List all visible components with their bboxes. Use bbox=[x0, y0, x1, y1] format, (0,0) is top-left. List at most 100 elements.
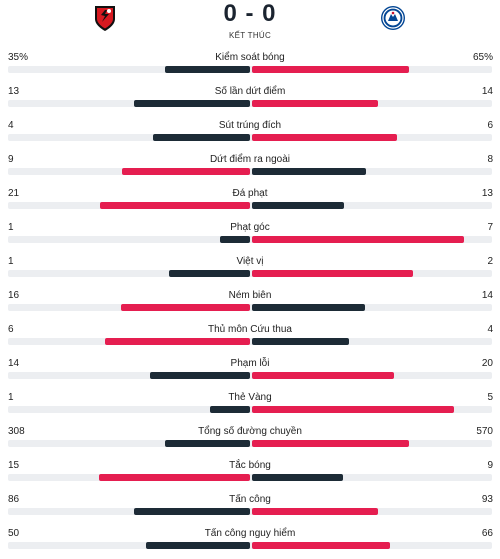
stat-home-value: 9 bbox=[8, 154, 14, 165]
stat-home-bar bbox=[134, 100, 250, 107]
stat-label: Việt vị bbox=[236, 256, 264, 267]
stat-bar-track bbox=[8, 202, 492, 209]
stat-label: Phạm lỗi bbox=[230, 358, 270, 369]
stat-bar-track bbox=[8, 66, 492, 73]
stat-row: 1 Việt vị 2 bbox=[0, 253, 500, 287]
stat-home-bar bbox=[134, 508, 250, 515]
stat-away-bar bbox=[252, 202, 344, 209]
stat-home-value: 50 bbox=[8, 528, 20, 539]
stat-away-value: 13 bbox=[481, 188, 493, 199]
stat-home-bar bbox=[165, 440, 250, 447]
stat-home-bar bbox=[100, 202, 250, 209]
stat-label: Dứt điểm ra ngoài bbox=[209, 154, 291, 165]
stat-home-value: 4 bbox=[8, 120, 14, 131]
stat-bar-track bbox=[8, 270, 492, 277]
stat-bar-track bbox=[8, 406, 492, 413]
stat-home-value: 14 bbox=[8, 358, 20, 369]
match-header: 0 - 0 KẾT THÚC bbox=[0, 0, 500, 44]
stat-label: Phạt góc bbox=[230, 222, 270, 233]
stat-home-bar bbox=[150, 372, 250, 379]
stat-home-value: 6 bbox=[8, 324, 14, 335]
stat-home-value: 16 bbox=[8, 290, 20, 301]
stat-row: 35% Kiểm soát bóng 65% bbox=[0, 49, 500, 83]
stat-bar-track bbox=[8, 508, 492, 515]
chelsea-crest-icon[interactable] bbox=[380, 4, 406, 32]
stat-label: Tấn công bbox=[229, 494, 271, 505]
stat-home-value: 86 bbox=[8, 494, 20, 505]
stat-home-value: 13 bbox=[8, 86, 20, 97]
stat-label: Tấn công nguy hiểm bbox=[204, 528, 296, 539]
stat-away-bar bbox=[252, 66, 409, 73]
stat-home-value: 308 bbox=[8, 426, 25, 437]
stat-away-bar bbox=[252, 134, 397, 141]
stat-away-bar bbox=[252, 508, 378, 515]
stat-away-value: 570 bbox=[476, 426, 493, 437]
stat-away-bar bbox=[252, 100, 378, 107]
stat-home-bar bbox=[105, 338, 250, 345]
stat-away-value: 14 bbox=[481, 86, 493, 97]
stat-row: 21 Đá phạt 13 bbox=[0, 185, 500, 219]
stat-row: 6 Thủ môn Cứu thua 4 bbox=[0, 321, 500, 355]
stat-home-bar bbox=[220, 236, 250, 243]
stat-home-value: 1 bbox=[8, 222, 14, 233]
stat-away-value: 6 bbox=[487, 120, 493, 131]
stat-home-bar bbox=[121, 304, 250, 311]
stat-away-value: 8 bbox=[487, 154, 493, 165]
stat-away-bar bbox=[252, 542, 390, 549]
stat-bar-track bbox=[8, 100, 492, 107]
stat-away-value: 14 bbox=[481, 290, 493, 301]
stat-home-bar bbox=[122, 168, 250, 175]
stat-away-bar bbox=[252, 338, 349, 345]
stat-away-value: 20 bbox=[481, 358, 493, 369]
stat-home-value: 1 bbox=[8, 392, 14, 403]
stat-away-value: 7 bbox=[487, 222, 493, 233]
stat-away-value: 9 bbox=[487, 460, 493, 471]
stat-row: 15 Tắc bóng 9 bbox=[0, 457, 500, 491]
stat-bar-track bbox=[8, 134, 492, 141]
stat-away-value: 5 bbox=[487, 392, 493, 403]
stat-label: Sút trúng đích bbox=[218, 120, 282, 131]
bournemouth-crest-icon[interactable] bbox=[92, 4, 118, 32]
stat-label: Số lần dứt điểm bbox=[214, 86, 286, 97]
stat-row: 4 Sút trúng đích 6 bbox=[0, 117, 500, 151]
stat-away-value: 65% bbox=[472, 52, 493, 63]
stat-label: Thẻ Vàng bbox=[228, 392, 272, 403]
match-status: KẾT THÚC bbox=[228, 31, 272, 40]
stat-row: 13 Số lần dứt điểm 14 bbox=[0, 83, 500, 117]
stat-home-bar bbox=[165, 66, 250, 73]
stat-home-bar bbox=[210, 406, 250, 413]
stat-row: 1 Phạt góc 7 bbox=[0, 219, 500, 253]
stat-home-bar bbox=[153, 134, 250, 141]
stats-list: 35% Kiểm soát bóng 65% 13 Số lần dứt điểm 14 4… bbox=[0, 49, 500, 559]
stat-bar-track bbox=[8, 168, 492, 175]
stat-bar-track bbox=[8, 440, 492, 447]
stat-row: 50 Tấn công nguy hiểm 66 bbox=[0, 525, 500, 559]
stat-away-bar bbox=[252, 440, 409, 447]
stat-row: 9 Dứt điểm ra ngoài 8 bbox=[0, 151, 500, 185]
stat-row: 1 Thẻ Vàng 5 bbox=[0, 389, 500, 423]
stat-bar-track bbox=[8, 372, 492, 379]
stat-away-bar bbox=[252, 372, 394, 379]
stat-label: Ném biên bbox=[228, 290, 272, 301]
stat-bar-track bbox=[8, 338, 492, 345]
stat-row: 86 Tấn công 93 bbox=[0, 491, 500, 525]
stat-label: Tổng số đường chuyền bbox=[198, 426, 302, 437]
stat-home-value: 35% bbox=[8, 52, 29, 63]
match-score: 0 - 0 bbox=[223, 0, 277, 27]
stat-home-bar bbox=[99, 474, 250, 481]
stat-bar-track bbox=[8, 304, 492, 311]
stat-label: Đá phạt bbox=[232, 188, 268, 199]
stat-bar-track bbox=[8, 474, 492, 481]
stat-away-bar bbox=[252, 406, 454, 413]
stat-home-bar bbox=[146, 542, 250, 549]
stat-home-bar bbox=[169, 270, 250, 277]
stat-away-value: 4 bbox=[487, 324, 493, 335]
stat-bar-track bbox=[8, 542, 492, 549]
stat-label: Kiểm soát bóng bbox=[215, 52, 285, 63]
stat-home-value: 1 bbox=[8, 256, 14, 267]
stat-bar-track bbox=[8, 236, 492, 243]
stat-away-bar bbox=[252, 304, 365, 311]
stat-label: Thủ môn Cứu thua bbox=[208, 324, 292, 335]
stat-away-bar bbox=[252, 474, 343, 481]
stat-away-value: 93 bbox=[481, 494, 493, 505]
